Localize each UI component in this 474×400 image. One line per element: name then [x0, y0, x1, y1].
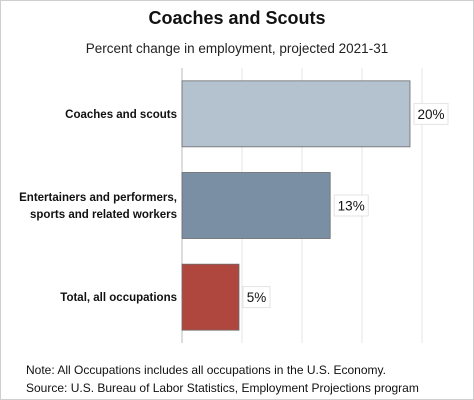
bar [181, 80, 411, 148]
value-label: 20% [417, 107, 444, 122]
chart-notes: Note: All Occupations includes all occup… [26, 361, 419, 397]
category-label: Coaches and scouts [65, 109, 177, 121]
value-label: 5% [247, 290, 267, 305]
source-text: Source: U.S. Bureau of Labor Statistics,… [26, 381, 419, 395]
bar [181, 263, 240, 331]
chart-title: Coaches and Scouts [148, 8, 326, 28]
category-label: Total, all occupations [60, 292, 177, 304]
bar [181, 172, 331, 239]
value-label-box [413, 102, 449, 125]
chart-subtitle: Percent change in employment, projected … [85, 41, 389, 56]
note-text: Note: All Occupations includes all occup… [26, 363, 386, 377]
category-label: Entertainers and performers, [19, 192, 177, 204]
value-label-box [333, 194, 369, 217]
value-label: 13% [338, 199, 365, 214]
value-label-box [242, 286, 271, 309]
category-label: sports and related workers [30, 209, 177, 221]
